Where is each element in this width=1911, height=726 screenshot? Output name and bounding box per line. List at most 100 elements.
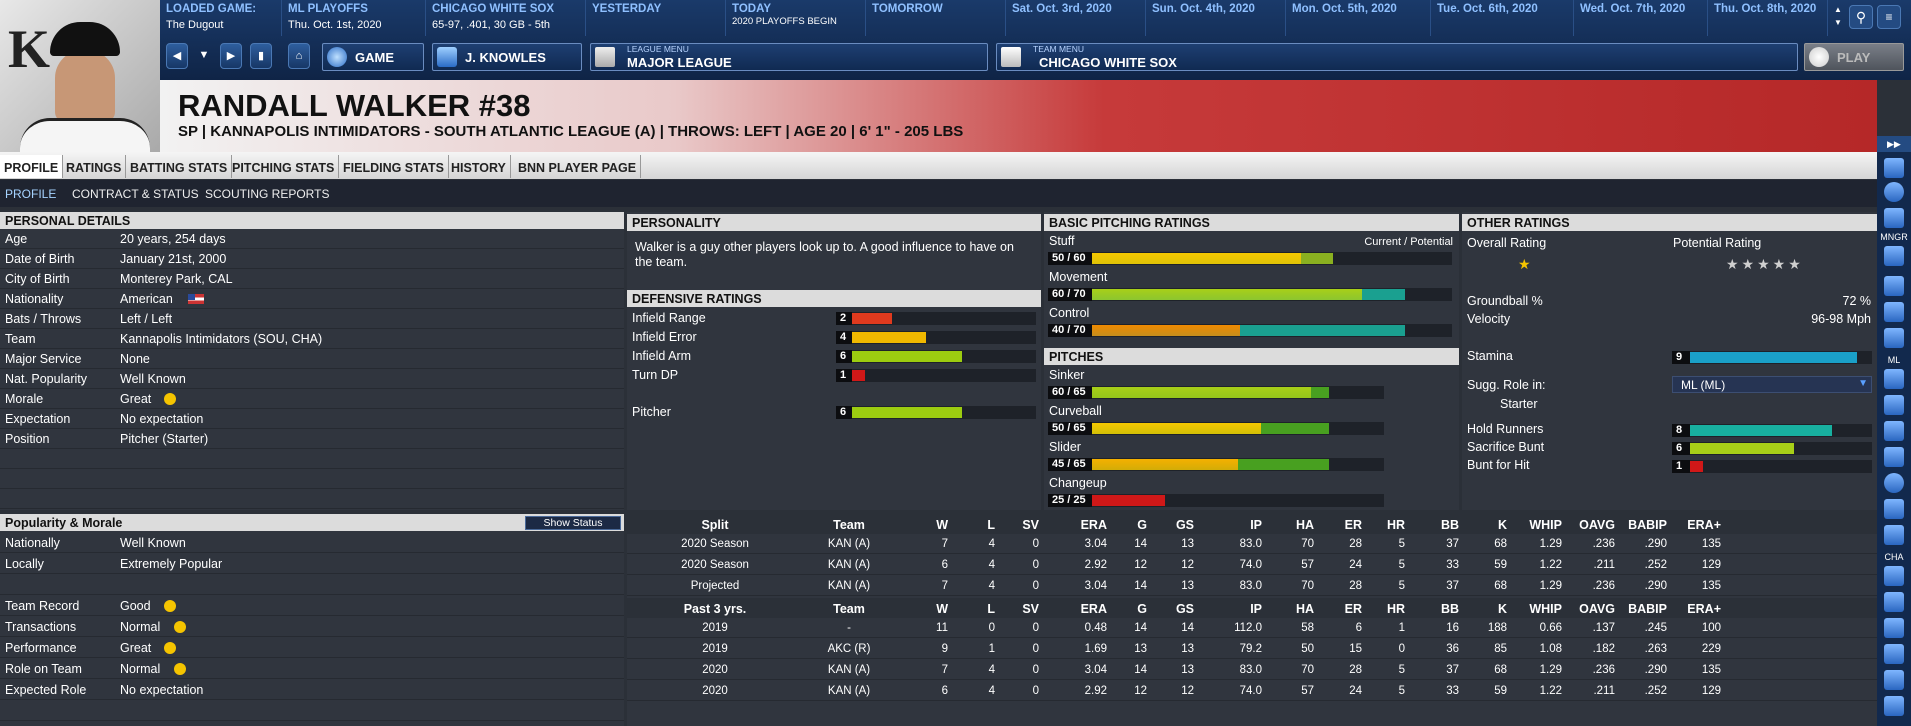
date-cell[interactable]: Thu. Oct. 8th, 2020 bbox=[1708, 0, 1828, 36]
popularity-value: Extremely Popular bbox=[120, 557, 223, 571]
table-row[interactable]: 2020 Season KAN (A) 6 4 0 2.92 12 12 74.0 57 24 5 33… bbox=[627, 555, 1877, 575]
dollar-icon[interactable] bbox=[1884, 670, 1904, 690]
popularity-label: Expected Role bbox=[5, 683, 87, 697]
bar-chart-icon[interactable] bbox=[1884, 447, 1904, 467]
tab-batting-stats[interactable]: BATTING STATS bbox=[126, 155, 233, 178]
detail-row: Nat. Popularity Well Known bbox=[0, 369, 624, 389]
tomorrow-cell[interactable]: TOMORROW bbox=[866, 0, 1006, 36]
sidebar-expand-icon[interactable]: ▶▶ bbox=[1877, 136, 1911, 152]
date-cell[interactable]: Sun. Oct. 4th, 2020 bbox=[1146, 0, 1286, 36]
tab-history[interactable]: HISTORY bbox=[447, 155, 511, 178]
loaded-game[interactable]: LOADED GAME: The Dugout bbox=[160, 0, 282, 36]
table-row[interactable]: Projected KAN (A) 7 4 0 3.04 14 13 83.0 70 28 5 37 68… bbox=[627, 576, 1877, 596]
phase-cell[interactable]: ML PLAYOFFS Thu. Oct. 1st, 2020 bbox=[282, 0, 426, 36]
baseball-icon[interactable] bbox=[1884, 473, 1904, 493]
table-row[interactable]: 2019 - 11 0 0 0.48 14 14 112.0 58 6 1 16 188 0.66 .137.… bbox=[627, 618, 1877, 638]
table-row[interactable]: 2020 Season KAN (A) 7 4 0 3.04 14 13 83.0 70 28 5 37… bbox=[627, 534, 1877, 554]
stat-cell: .252 bbox=[1644, 559, 1667, 571]
table-row[interactable]: 2020 KAN (A) 6 4 0 2.92 12 12 74.0 57 24 5 33 59 1.22.… bbox=[627, 681, 1877, 701]
tab-fielding-stats[interactable]: FIELDING STATS bbox=[339, 155, 449, 178]
wrench-icon[interactable] bbox=[1884, 525, 1904, 545]
history-dropdown-button[interactable]: ▼ bbox=[198, 49, 210, 61]
manager-menu-button[interactable]: J. KNOWLES bbox=[432, 43, 582, 71]
scroll-up-icon[interactable]: ▲ bbox=[1834, 5, 1842, 14]
table-row[interactable]: 2020 KAN (A) 7 4 0 3.04 14 13 83.0 70 28 5 37 68 1.29.… bbox=[627, 660, 1877, 680]
stat-cell: .263 bbox=[1644, 643, 1667, 655]
forward-button[interactable]: ▶ bbox=[220, 43, 242, 69]
date-cell[interactable]: Tue. Oct. 6th, 2020 bbox=[1431, 0, 1574, 36]
stat-cell: 14 bbox=[1134, 622, 1147, 634]
date-cell[interactable]: Wed. Oct. 7th, 2020 bbox=[1574, 0, 1708, 36]
search-icon[interactable] bbox=[1884, 302, 1904, 322]
stat-cell: 79.2 bbox=[1239, 643, 1262, 655]
tab-bnn-player-page[interactable]: BNN PLAYER PAGE bbox=[514, 155, 642, 178]
team-menu-button[interactable]: TEAM MENU CHICAGO WHITE SOX bbox=[996, 43, 1798, 71]
other-ratings-title: OTHER RATINGS bbox=[1462, 214, 1877, 231]
suggested-role-dropdown[interactable]: ML (ML) ▼ bbox=[1672, 376, 1872, 393]
rating-value: 4 bbox=[836, 331, 852, 344]
detail-value: Kannapolis Intimidators (SOU, CHA) bbox=[120, 332, 323, 346]
menu-icon[interactable]: ≡ bbox=[1877, 5, 1901, 29]
home-icon[interactable]: ⌂ bbox=[288, 43, 310, 69]
league-menu-button[interactable]: LEAGUE MENU MAJOR LEAGUE bbox=[590, 43, 988, 71]
diamond-icon[interactable] bbox=[1884, 592, 1904, 612]
date-cell[interactable]: Mon. Oct. 5th, 2020 bbox=[1286, 0, 1431, 36]
game-menu-button[interactable]: GAME bbox=[322, 43, 424, 71]
stat-cell: 4 bbox=[988, 559, 995, 571]
show-status-button[interactable]: Show Status bbox=[525, 516, 621, 530]
stat-cell: WHIP bbox=[1529, 602, 1562, 616]
stat-cell: HR bbox=[1386, 518, 1405, 532]
calendar-icon[interactable] bbox=[1884, 421, 1904, 441]
subtab-contract-status[interactable]: CONTRACT & STATUS bbox=[72, 187, 199, 201]
suggested-role-label: Sugg. Role in: bbox=[1467, 378, 1546, 392]
stat-cell: 85 bbox=[1494, 643, 1507, 655]
scroll-down-icon[interactable]: ▼ bbox=[1834, 18, 1842, 27]
popularity-row: Locally Extremely Popular bbox=[0, 554, 624, 574]
home-icon[interactable] bbox=[1884, 369, 1904, 389]
popularity-label: Locally bbox=[5, 557, 44, 571]
wrench-icon[interactable] bbox=[1884, 328, 1904, 348]
stat-cell: 74.0 bbox=[1239, 559, 1262, 571]
team-cell[interactable]: CHICAGO WHITE SOX 65-97, .401, 30 GB - 5… bbox=[426, 0, 586, 36]
detail-row: Position Pitcher (Starter) bbox=[0, 429, 624, 449]
cap-icon bbox=[50, 22, 120, 56]
stat-cell: 5 bbox=[1398, 559, 1405, 571]
rating-bar: 40 / 70 bbox=[1048, 324, 1452, 337]
notebook-icon[interactable] bbox=[1884, 208, 1904, 228]
globe-icon[interactable] bbox=[1884, 182, 1904, 202]
diamond-icon[interactable] bbox=[1884, 395, 1904, 415]
today-cell[interactable]: TODAY 2020 PLAYOFFS BEGIN bbox=[726, 0, 866, 36]
personal-details-title: PERSONAL DETAILS bbox=[0, 212, 624, 229]
tab-pitching-stats[interactable]: PITCHING STATS bbox=[228, 155, 340, 178]
home-icon[interactable] bbox=[1884, 246, 1904, 266]
mail-icon[interactable] bbox=[1884, 276, 1904, 296]
date-cell[interactable]: Sat. Oct. 3rd, 2020 bbox=[1006, 0, 1146, 36]
stat-cell: BB bbox=[1440, 518, 1459, 532]
stat-cell: 5 bbox=[1398, 580, 1405, 592]
yesterday-cell[interactable]: YESTERDAY bbox=[586, 0, 726, 36]
stat-cell: BABIP bbox=[1628, 602, 1667, 616]
popularity-value: Good bbox=[120, 599, 151, 613]
table-row[interactable]: 2019 AKC (R) 9 1 0 1.69 13 13 79.2 50 15 0 36 85 1.08.… bbox=[627, 639, 1877, 659]
empty-row bbox=[0, 489, 624, 509]
rating-value: 8 bbox=[1672, 424, 1690, 437]
rating-value: 6 bbox=[1672, 442, 1690, 455]
rating-value: 1 bbox=[836, 369, 852, 382]
subtab-scouting-reports[interactable]: SCOUTING REPORTS bbox=[205, 187, 330, 201]
tab-ratings[interactable]: RATINGS bbox=[62, 155, 127, 178]
subtab-profile[interactable]: PROFILE bbox=[5, 187, 57, 201]
stat-cell: GS bbox=[1175, 602, 1194, 616]
back-button[interactable]: ◀ bbox=[166, 43, 188, 69]
search-icon[interactable]: ⚲ bbox=[1849, 5, 1873, 29]
stat-cell: Team bbox=[833, 518, 865, 532]
checkmark-icon[interactable] bbox=[1884, 158, 1904, 178]
bookmark-icon[interactable]: ▮ bbox=[250, 43, 272, 69]
roster-icon[interactable] bbox=[1884, 618, 1904, 638]
home-icon[interactable] bbox=[1884, 566, 1904, 586]
wrench-icon[interactable] bbox=[1884, 696, 1904, 716]
transfer-icon[interactable] bbox=[1884, 644, 1904, 664]
current-fill bbox=[1092, 423, 1261, 434]
play-button[interactable]: PLAY bbox=[1804, 43, 1904, 71]
tab-profile[interactable]: PROFILE bbox=[0, 155, 64, 178]
transfer-icon[interactable] bbox=[1884, 499, 1904, 519]
